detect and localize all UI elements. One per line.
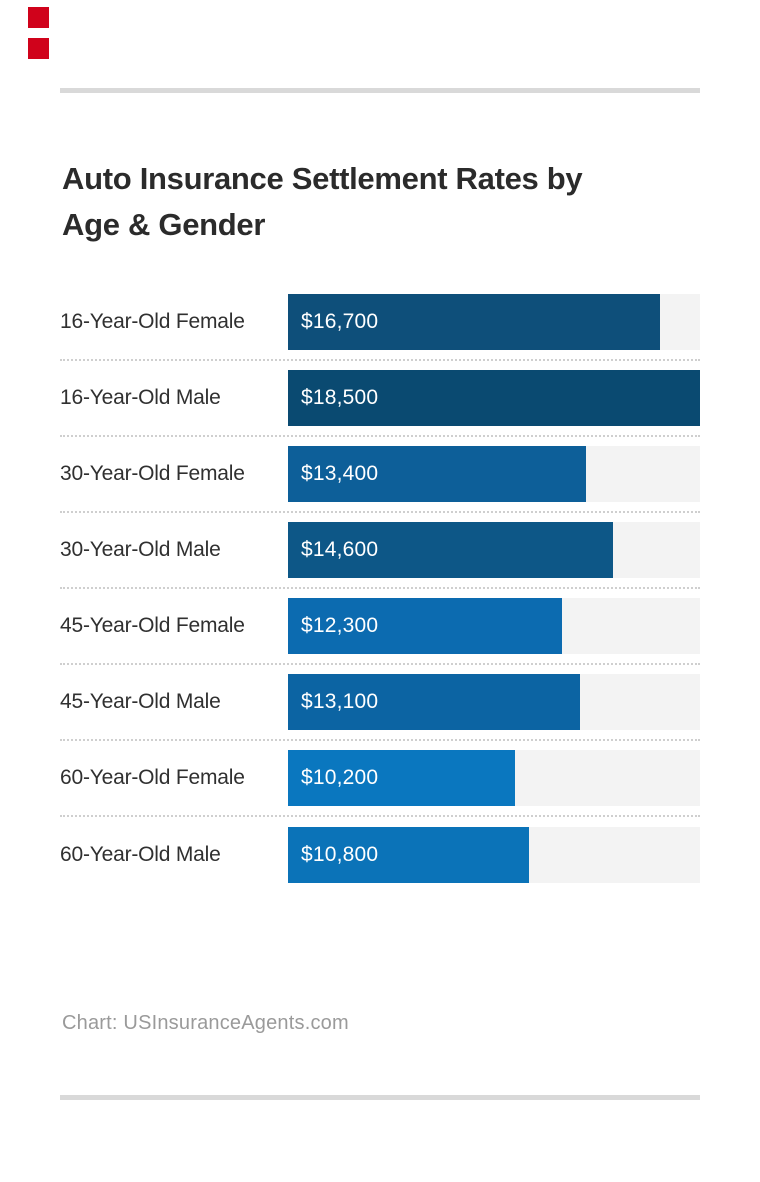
bar: $12,300 (288, 598, 562, 654)
category-label: 16-Year-Old Male (60, 386, 221, 409)
bar-track: $13,400 (288, 446, 700, 502)
chart-row: 60-Year-Old Female $10,200 (60, 741, 700, 817)
bar-value-label: $13,100 (301, 690, 379, 713)
bar-track: $18,500 (288, 370, 700, 426)
category-label: 60-Year-Old Female (60, 766, 245, 789)
bar-track: $12,300 (288, 598, 700, 654)
bar-track: $10,200 (288, 750, 700, 806)
bar-value-label: $18,500 (301, 386, 379, 409)
source-attribution: Chart: USInsuranceAgents.com (62, 1012, 349, 1034)
bar-chart: 16-Year-Old Female $16,700 16-Year-Old M… (60, 285, 700, 893)
top-divider (60, 88, 700, 93)
chart-title: Auto Insurance Settlement Rates by Age &… (62, 156, 682, 248)
bar: $18,500 (288, 370, 700, 426)
bar-value-label: $10,200 (301, 766, 379, 789)
chart-row: 30-Year-Old Male $14,600 (60, 513, 700, 589)
category-label: 45-Year-Old Male (60, 690, 221, 713)
bar: $10,200 (288, 750, 516, 806)
chart-row: 16-Year-Old Male $18,500 (60, 361, 700, 437)
red-marker-icon (28, 7, 49, 28)
bar-value-label: $10,800 (301, 843, 379, 866)
chart-row: 60-Year-Old Male $10,800 (60, 817, 700, 893)
bar-value-label: $14,600 (301, 538, 379, 561)
chart-row: 45-Year-Old Male $13,100 (60, 665, 700, 741)
bar-value-label: $13,400 (301, 462, 379, 485)
bar-value-label: $16,700 (301, 310, 379, 333)
chart-row: 30-Year-Old Female $13,400 (60, 437, 700, 513)
bar-track: $10,800 (288, 827, 700, 883)
category-label: 30-Year-Old Female (60, 462, 245, 485)
bar-track: $14,600 (288, 522, 700, 578)
category-label: 45-Year-Old Female (60, 614, 245, 637)
bar: $13,400 (288, 446, 587, 502)
red-marker-icon (28, 38, 49, 59)
chart-row: 45-Year-Old Female $12,300 (60, 589, 700, 665)
bar: $13,100 (288, 674, 580, 730)
bar-value-label: $12,300 (301, 614, 379, 637)
chart-title-line1: Auto Insurance Settlement Rates by (62, 161, 583, 196)
bar: $10,800 (288, 827, 529, 883)
bottom-divider (60, 1095, 700, 1100)
chart-row: 16-Year-Old Female $16,700 (60, 285, 700, 361)
bar-track: $13,100 (288, 674, 700, 730)
bar-track: $16,700 (288, 294, 700, 350)
bar: $16,700 (288, 294, 660, 350)
chart-title-line2: Age & Gender (62, 207, 266, 242)
category-label: 30-Year-Old Male (60, 538, 221, 561)
bar: $14,600 (288, 522, 614, 578)
category-label: 60-Year-Old Male (60, 843, 221, 866)
category-label: 16-Year-Old Female (60, 310, 245, 333)
